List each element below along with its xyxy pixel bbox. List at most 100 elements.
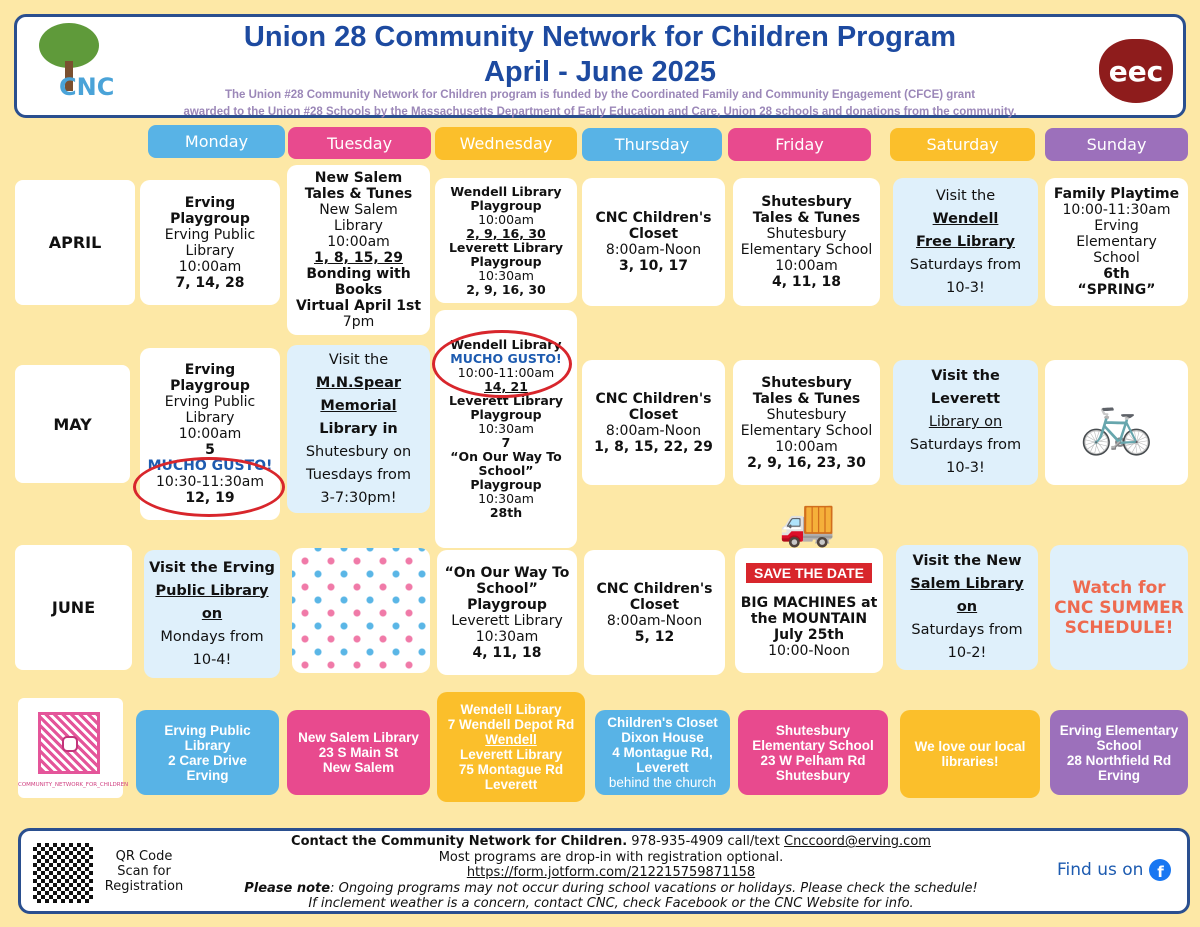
cell-text: Library (185, 242, 235, 259)
cell-text: Tuesdays from (306, 466, 411, 483)
registration-link[interactable]: https://form.jotform.com/212215759871158 (466, 865, 756, 880)
cell-text: 3-7:30pm! (320, 489, 397, 506)
title-line-2: April - June 2025 (483, 56, 717, 88)
cell-text: Free Library (916, 233, 1015, 250)
social-qr[interactable]: COMMUNITY_NETWORK_FOR_CHILDREN (18, 698, 129, 798)
cell-text: 10-4! (192, 651, 232, 668)
cell-text: Playgroup (470, 407, 542, 422)
day-header-friday: Friday (728, 128, 871, 161)
header-banner: eec CNC Union 28 Community Network for C… (14, 14, 1186, 118)
cell-text: Shutesbury (766, 226, 847, 242)
cell-text: 10-3! (946, 460, 985, 476)
event-cell-apr-thu: CNC Children's Closet 8:00am-Noon 3, 10, 17 (582, 178, 725, 306)
cell-text: 12, 19 (185, 490, 235, 506)
cell-text: CNC Children's (595, 210, 712, 226)
cell-text: 4 Montague Rd, (612, 745, 713, 760)
cell-text: Books (334, 282, 383, 298)
cell-text: New Salem (314, 170, 403, 186)
event-cell-apr-sun: Family Playtime 10:00-11:30am Erving Elemen… (1045, 178, 1188, 306)
cell-text: Leverett (636, 760, 689, 775)
cell-text: 10:00am (478, 211, 534, 227)
cell-text: Shutesbury on (305, 443, 412, 460)
cell-text: 10:00-11:00am (457, 365, 555, 380)
cell-text: Public Library on (155, 582, 269, 622)
cell-text: SCHEDULE! (1064, 617, 1174, 638)
cell-text: Leverett Library (448, 239, 564, 255)
cell-text: 10:00am (775, 438, 838, 455)
confetti-image (292, 548, 430, 673)
cell-text: 6th (1103, 266, 1130, 282)
cell-text: 7pm (342, 314, 375, 330)
cell-text: Erving Public (164, 226, 256, 243)
cell-text: Playgroup (170, 378, 250, 394)
cell-text: 4, 11, 18 (472, 644, 542, 661)
cell-text: Wendell Library (450, 337, 562, 352)
qr-caption: QR Code Scan for Registration (103, 849, 185, 894)
event-cell-jun-fri: SAVE THE DATE BIG MACHINES at the MOUNTAIN… (735, 548, 883, 673)
cell-text: Shutesbury (775, 722, 851, 738)
cell-text: Tales & Tunes (304, 186, 413, 202)
facebook-link[interactable]: Find us on f (1057, 859, 1172, 881)
cell-text: Erving (186, 767, 229, 783)
event-cell-may-tue: Visit the M.N.Spear Memorial Library in Shut… (287, 345, 430, 513)
cell-text: New Salem (322, 760, 395, 775)
event-cell-apr-mon: Erving Playgroup Erving Public Library 10:00… (140, 180, 280, 305)
cell-text: Shutesbury (761, 374, 852, 391)
cell-text: Tales & Tunes (752, 390, 861, 407)
day-header-monday: Monday (148, 125, 285, 158)
cell-text: Family Playtime (1053, 186, 1180, 202)
cell-text: 14, 21 (484, 379, 528, 394)
cell-text: Shutesbury (775, 767, 851, 783)
cell-text: 10:00-Noon (768, 642, 850, 659)
cell-text: Closet (629, 596, 680, 613)
cell-text: Visit the Leverett (930, 368, 1001, 407)
cell-text: Leverett Library (448, 393, 564, 408)
cell-text: 7 (501, 435, 511, 450)
cell-text: 10:00am (327, 234, 390, 250)
cell-text: Wendell Library (450, 183, 562, 199)
cell-text: CNC Children's (595, 390, 712, 407)
cell-text: Elementary School (740, 242, 873, 258)
cell-text: 8:00am-Noon (606, 612, 703, 629)
email-link[interactable]: Cnccoord@erving.com (784, 834, 931, 849)
event-cell-apr-tue: New Salem Tales & Tunes New Salem Library 10… (287, 165, 430, 335)
cell-text: July 25th (773, 626, 845, 643)
cell-text: Visit the Erving (149, 559, 275, 576)
cell-text: New Salem (319, 202, 398, 218)
bicycle-image: 🚲 (1045, 360, 1188, 485)
cell-text: 1, 8, 15, 29 (313, 250, 404, 266)
cell-text: Library (334, 218, 383, 234)
address-card-tue: New Salem Library 23 S Main St New Salem (287, 710, 430, 795)
cell-text: School” (478, 463, 534, 478)
cell-text: BIG MACHINES at (740, 594, 878, 611)
note-label: Please note (244, 880, 331, 896)
cell-text: MUCHO GUSTO! (147, 458, 273, 474)
cell-text: Library in (319, 420, 398, 437)
cell-text: 10:30am (478, 421, 534, 436)
cell-text: CNC Children's (596, 580, 713, 597)
cell-text: 5, 12 (634, 628, 675, 645)
cell-text: Wendell Library (460, 702, 562, 717)
registration-qr-code[interactable] (33, 843, 93, 903)
instagram-icon (62, 736, 78, 752)
cell-text: Leverett Library (451, 612, 563, 629)
cell-text: MUCHO GUSTO! (450, 351, 562, 366)
cell-text: Shutesbury (761, 194, 852, 210)
cell-text: 5 (205, 442, 215, 458)
cell-text: Visit the (328, 351, 389, 368)
day-header-wednesday: Wednesday (435, 127, 577, 160)
cell-text: School (1096, 737, 1142, 753)
cell-text: Memorial (320, 397, 397, 414)
social-handle: COMMUNITY_NETWORK_FOR_CHILDREN (18, 782, 129, 788)
cell-text: Erving (184, 362, 236, 378)
cell-text: libraries! (941, 754, 999, 769)
cell-text: Elementary (1076, 234, 1157, 250)
bicycle-icon: 🚲 (1079, 387, 1154, 458)
cell-text: Visit the (935, 187, 996, 204)
address-card-wed: Wendell Library 7 Wendell Depot Rd Wendell… (437, 692, 585, 802)
facebook-icon: f (1149, 859, 1172, 881)
cell-text: 28th (489, 505, 523, 520)
cell-text: 3, 10, 17 (618, 258, 689, 274)
cell-text: 2, 9, 16, 30 (466, 281, 546, 297)
address-card-sat: We love our local libraries! (900, 710, 1040, 798)
